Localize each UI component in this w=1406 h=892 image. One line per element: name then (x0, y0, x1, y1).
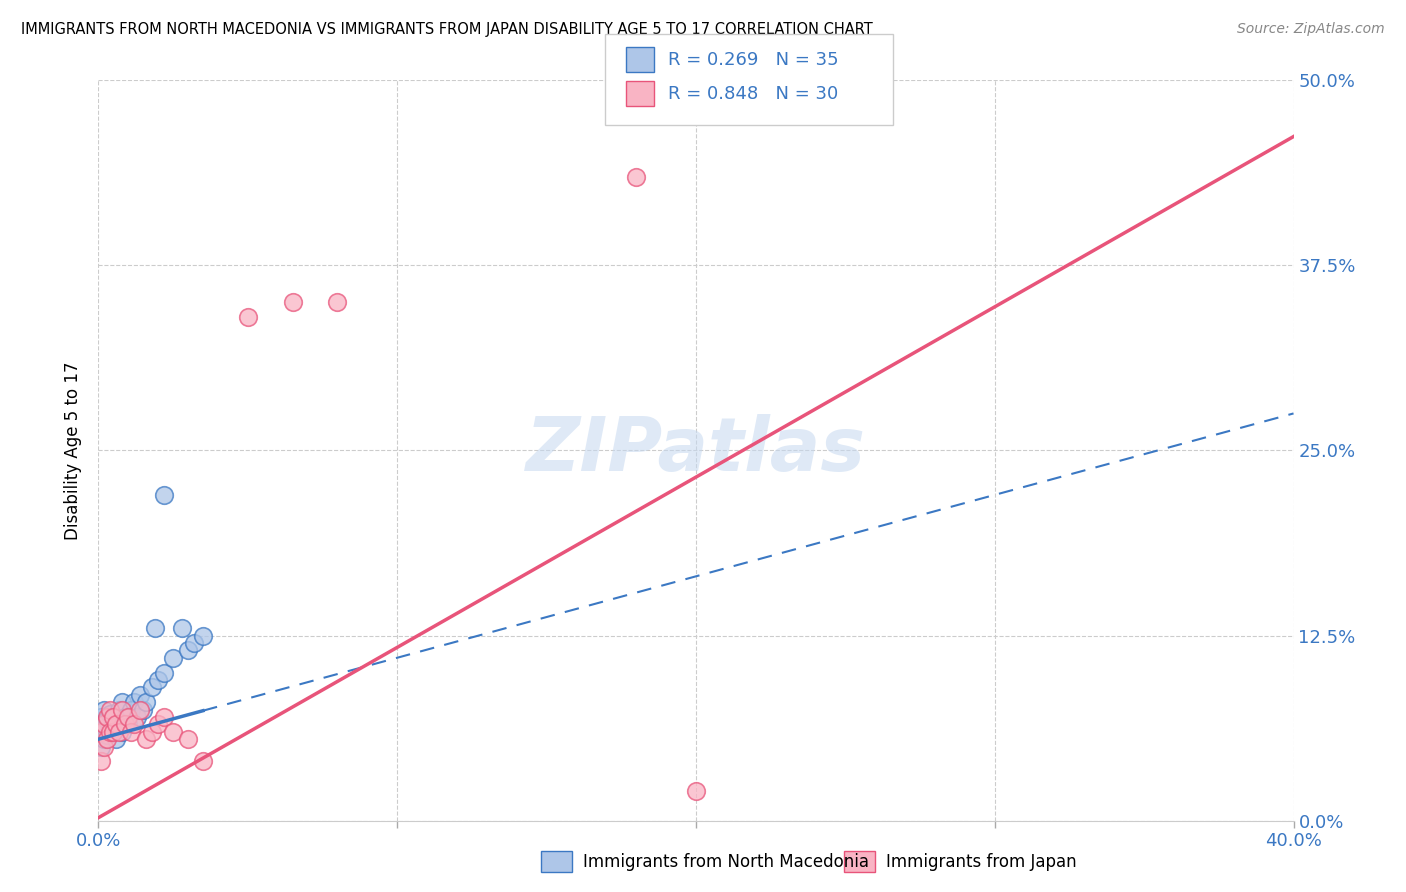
Point (117, 717, 139, 731)
Point (114, 710, 136, 724)
Point (129, 688, 152, 702)
Point (120, 724, 142, 739)
Point (98, 706, 122, 721)
Point (96, 710, 118, 724)
Point (148, 717, 170, 731)
Point (96, 732, 118, 747)
Point (93, 732, 115, 747)
Point (96, 728, 118, 742)
Point (117, 710, 139, 724)
Y-axis label: Disability Age 5 to 17: Disability Age 5 to 17 (65, 361, 83, 540)
Text: R = 0.848   N = 30: R = 0.848 N = 30 (668, 85, 838, 103)
Point (103, 710, 125, 724)
Point (105, 717, 128, 731)
Point (90, 724, 112, 739)
Point (177, 732, 200, 747)
Text: Immigrants from Japan: Immigrants from Japan (886, 853, 1077, 871)
Point (105, 732, 128, 747)
Text: Immigrants from North Macedonia: Immigrants from North Macedonia (583, 853, 869, 871)
Point (685, 784, 707, 798)
Point (103, 710, 125, 724)
Point (177, 643, 200, 657)
Point (120, 703, 142, 717)
Point (93, 703, 115, 717)
Text: R = 0.269   N = 35: R = 0.269 N = 35 (668, 51, 838, 69)
Point (135, 732, 157, 747)
Point (98, 724, 122, 739)
Point (111, 724, 134, 739)
Point (626, 169, 648, 184)
Point (90, 724, 112, 739)
Point (143, 621, 166, 635)
Point (108, 724, 131, 739)
Point (162, 724, 184, 739)
Point (141, 681, 163, 695)
Point (148, 673, 170, 687)
Point (135, 695, 157, 709)
Point (281, 295, 304, 310)
Point (127, 710, 149, 724)
Point (103, 724, 125, 739)
Point (162, 650, 184, 665)
Point (124, 695, 146, 709)
Point (183, 636, 205, 650)
Point (93, 717, 115, 731)
Text: ZIPatlas: ZIPatlas (526, 414, 866, 487)
Text: Source: ZipAtlas.com: Source: ZipAtlas.com (1237, 22, 1385, 37)
Point (90, 710, 112, 724)
Point (153, 710, 176, 724)
Point (103, 724, 125, 739)
Point (98, 703, 122, 717)
Point (90, 755, 112, 769)
Text: IMMIGRANTS FROM NORTH MACEDONIA VS IMMIGRANTS FROM JAPAN DISABILITY AGE 5 TO 17 : IMMIGRANTS FROM NORTH MACEDONIA VS IMMIG… (21, 22, 873, 37)
Point (191, 755, 214, 769)
Point (96, 713, 118, 727)
Point (326, 295, 349, 310)
Point (141, 724, 163, 739)
Point (191, 628, 214, 642)
Point (153, 665, 176, 680)
Point (236, 310, 259, 325)
Point (124, 717, 146, 731)
Point (132, 703, 155, 717)
Point (93, 717, 115, 731)
Point (114, 717, 136, 731)
Point (90, 739, 112, 754)
Point (98, 722, 122, 736)
Point (172, 621, 194, 635)
Point (111, 703, 134, 717)
Point (105, 717, 128, 731)
Point (129, 703, 152, 717)
Point (153, 488, 176, 502)
Point (93, 739, 115, 754)
Point (111, 695, 134, 709)
Point (108, 703, 131, 717)
